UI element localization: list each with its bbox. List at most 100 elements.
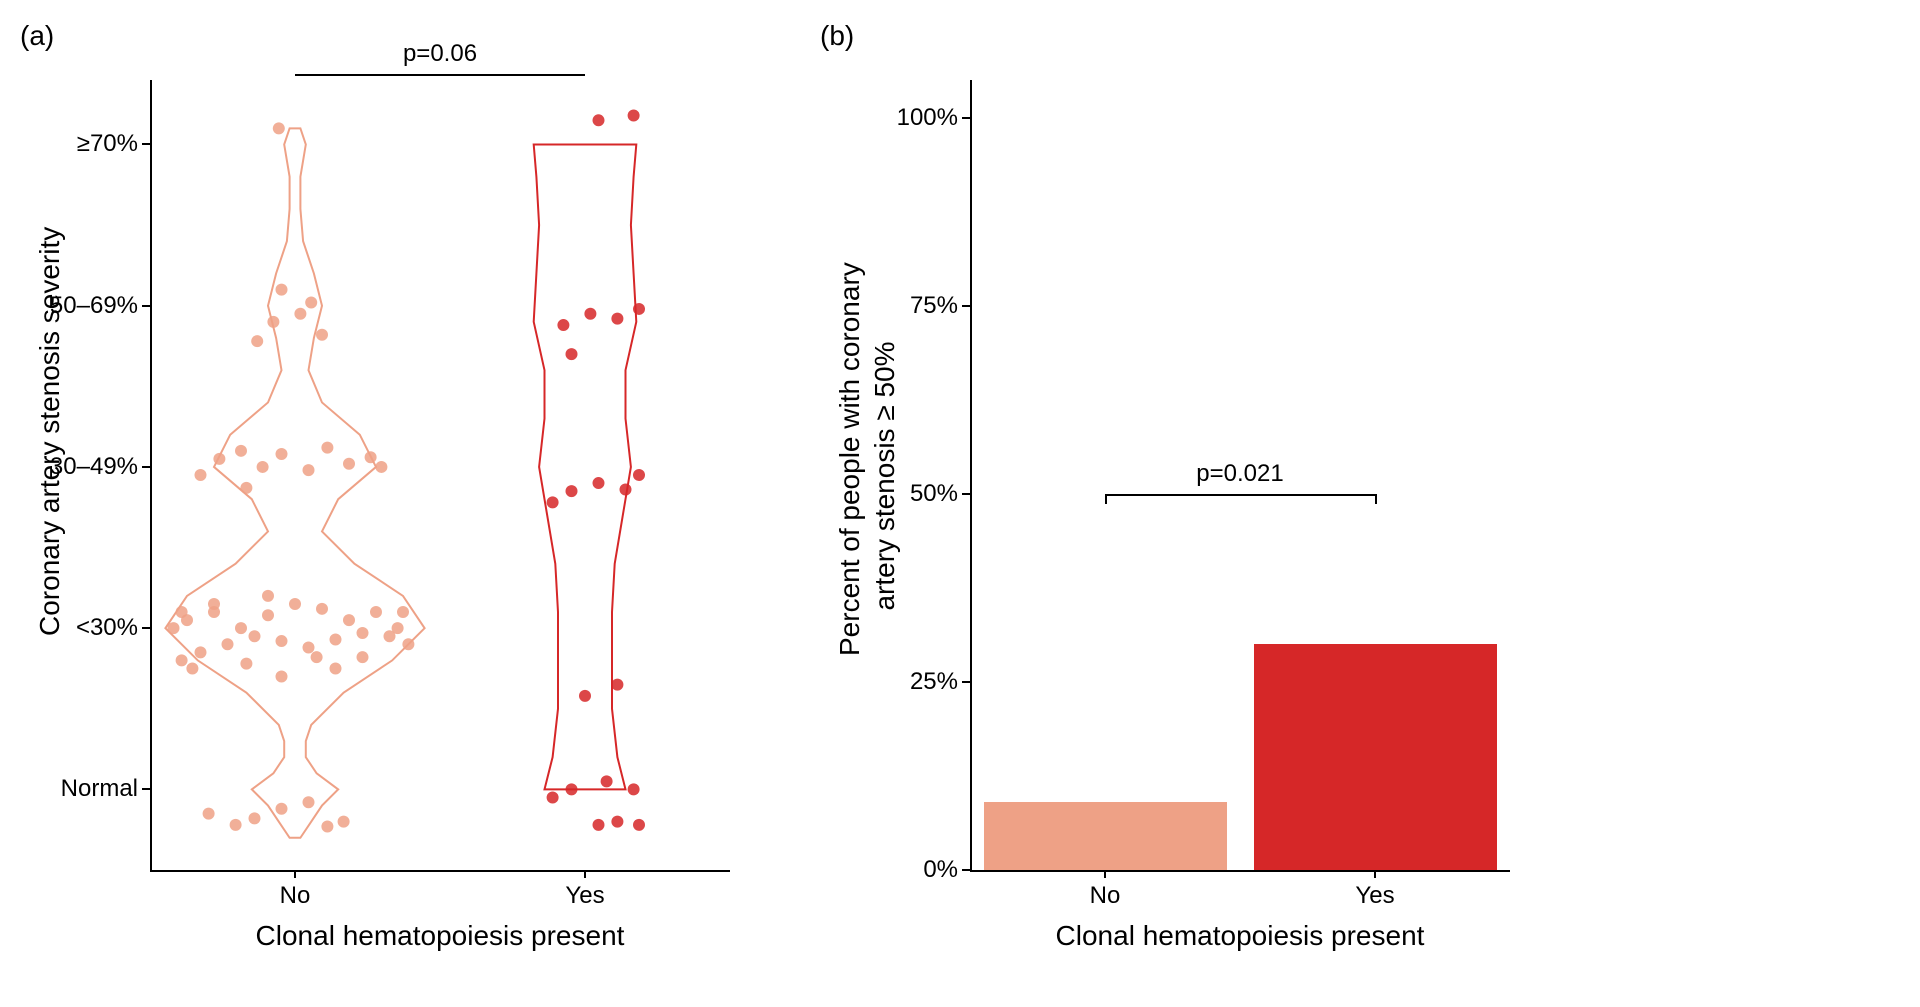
data-point — [249, 812, 261, 824]
data-point — [249, 630, 261, 642]
tick-mark — [142, 143, 150, 145]
data-point — [289, 598, 301, 610]
data-point — [611, 313, 623, 325]
data-point — [593, 114, 605, 126]
panel-b-y-title-line2: artery stenosis ≥ 50% — [869, 296, 901, 656]
panel-b: (b) p=0.021 0%25%50%75%100% No Yes Perce… — [820, 20, 1540, 980]
tick-mark — [142, 305, 150, 307]
data-point — [375, 461, 387, 473]
data-point — [365, 451, 377, 463]
panel-b-x-tick-no: No — [1090, 882, 1121, 910]
data-point — [343, 458, 355, 470]
tick-mark — [962, 681, 970, 683]
panel-a-y-tick-label: ≥70% — [20, 130, 138, 158]
data-point — [620, 484, 632, 496]
data-point — [343, 614, 355, 626]
panel-b-y-title-line1: Percent of people with coronary — [834, 296, 866, 656]
data-point — [547, 496, 559, 508]
data-point — [557, 319, 569, 331]
data-point — [311, 651, 323, 663]
data-point — [251, 335, 263, 347]
violin-outline — [165, 128, 424, 837]
data-point — [397, 606, 409, 618]
data-point — [273, 122, 285, 134]
data-point — [235, 622, 247, 634]
panel-b-x-axis — [970, 870, 1510, 872]
data-point — [276, 284, 288, 296]
panel-a-p-value: p=0.06 — [403, 40, 477, 68]
data-point — [305, 296, 317, 308]
panel-b-p-value: p=0.021 — [1196, 460, 1283, 488]
data-point — [357, 651, 369, 663]
data-point — [240, 658, 252, 670]
data-point — [566, 783, 578, 795]
data-point — [633, 303, 645, 315]
panel-b-y-tick-label: 0% — [820, 856, 958, 884]
tick-mark — [962, 117, 970, 119]
panel-b-x-title: Clonal hematopoiesis present — [970, 920, 1510, 952]
data-point — [186, 662, 198, 674]
tick-mark — [962, 305, 970, 307]
data-point — [240, 482, 252, 494]
data-point — [276, 635, 288, 647]
tick-mark — [1104, 870, 1106, 878]
figure-container: (a) Normal<30%30–49%50–69%≥70% No Yes Co… — [20, 20, 1540, 980]
data-point — [611, 679, 623, 691]
panel-b-label: (b) — [820, 20, 854, 52]
data-point — [276, 803, 288, 815]
data-point — [262, 590, 274, 602]
data-point — [628, 109, 640, 121]
tick-mark — [142, 788, 150, 790]
tick-mark — [142, 627, 150, 629]
panel-b-plot-area: p=0.021 — [970, 80, 1510, 870]
data-point — [338, 816, 350, 828]
panel-b-p-tick — [1105, 494, 1107, 504]
data-point — [230, 819, 242, 831]
data-point — [213, 453, 225, 465]
data-point — [257, 461, 269, 473]
data-point — [316, 603, 328, 615]
panel-b-x-tick-yes: Yes — [1355, 882, 1394, 910]
tick-mark — [142, 466, 150, 468]
data-point — [357, 627, 369, 639]
data-point — [593, 477, 605, 489]
data-point — [294, 308, 306, 320]
panel-a-x-axis — [150, 870, 730, 872]
data-point — [579, 690, 591, 702]
panel-a: (a) Normal<30%30–49%50–69%≥70% No Yes Co… — [20, 20, 780, 980]
panel-b-y-tick-label: 100% — [820, 104, 958, 132]
data-point — [628, 783, 640, 795]
data-point — [303, 642, 315, 654]
data-point — [195, 646, 207, 658]
data-point — [276, 448, 288, 460]
data-point — [303, 796, 315, 808]
panel-b-p-tick — [1375, 494, 1377, 504]
panel-b-y-tick-label: 25% — [820, 668, 958, 696]
data-point — [321, 442, 333, 454]
data-point — [593, 819, 605, 831]
data-point — [176, 606, 188, 618]
tick-mark — [584, 870, 586, 878]
tick-mark — [294, 870, 296, 878]
data-point — [611, 816, 623, 828]
data-point — [262, 609, 274, 621]
data-point — [566, 485, 578, 497]
data-point — [330, 633, 342, 645]
panel-a-x-title: Clonal hematopoiesis present — [150, 920, 730, 952]
data-point — [176, 654, 188, 666]
panel-a-x-tick-no: No — [280, 882, 311, 910]
panel-b-y-axis — [970, 80, 972, 870]
data-point — [168, 622, 180, 634]
tick-mark — [1374, 870, 1376, 878]
panel-b-p-bracket — [1105, 494, 1375, 496]
data-point — [321, 820, 333, 832]
data-point — [633, 469, 645, 481]
data-point — [222, 638, 234, 650]
data-point — [330, 662, 342, 674]
data-point — [384, 630, 396, 642]
panel-a-svg — [150, 80, 730, 870]
data-point — [235, 445, 247, 457]
data-point — [584, 308, 596, 320]
panel-a-y-tick-label: Normal — [20, 775, 138, 803]
data-point — [203, 808, 215, 820]
